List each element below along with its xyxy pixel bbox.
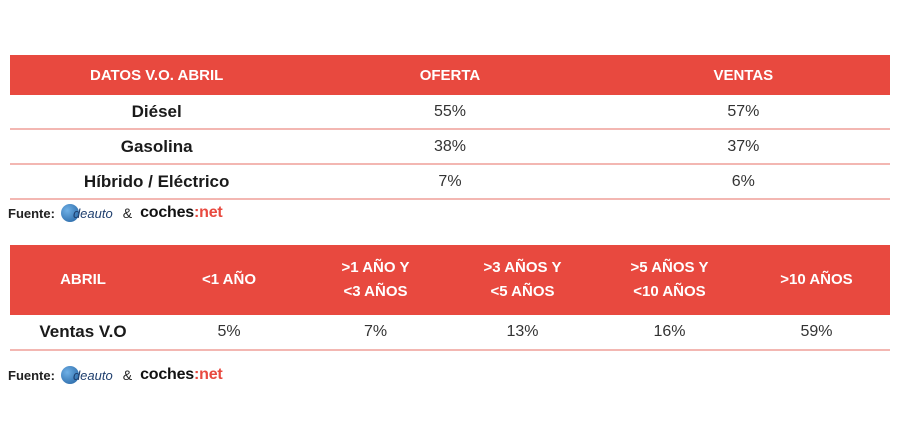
row-label: Diésel: [10, 95, 304, 130]
header-line: <5 AÑOS: [490, 283, 555, 300]
ventas-cell: 6%: [596, 164, 890, 200]
ideauto-logo-text: deauto: [72, 205, 113, 221]
table-row: Ventas V.O 5% 7% 13% 16% 59%: [10, 315, 890, 351]
header-line: >5 AÑOS Y: [630, 259, 709, 276]
ventas-cell: 37%: [596, 129, 890, 165]
row-label: Híbrido / Eléctrico: [10, 164, 304, 200]
table-row: Híbrido / Eléctrico 7% 6%: [10, 164, 890, 200]
oferta-cell: 7%: [303, 164, 597, 200]
row-label: Ventas V.O: [10, 315, 156, 351]
header-line: ABRIL: [60, 271, 106, 288]
col-header-gt10: >10 AÑOS: [743, 245, 890, 315]
row-label: Gasolina: [10, 129, 304, 165]
col-header-oferta: OFERTA: [303, 55, 597, 95]
source-credit: Fuente: deauto & coches:net: [8, 366, 223, 384]
col-header-3to5: >3 AÑOS Y <5 AÑOS: [449, 245, 596, 315]
cochesnet-logo: coches:net: [140, 366, 223, 384]
cochesnet-logo-part: coches: [140, 366, 195, 383]
col-header-lt1: <1 AÑO: [156, 245, 302, 315]
ideauto-globe-icon: [60, 204, 79, 222]
header-line: >1 AÑO Y: [341, 259, 410, 276]
vehicle-fuel-table: DATOS V.O. ABRIL OFERTA VENTAS Diésel 55…: [10, 55, 890, 200]
source-label: Fuente:: [8, 367, 55, 383]
table-header-row: DATOS V.O. ABRIL OFERTA VENTAS: [10, 55, 890, 95]
header-line: >10 AÑOS: [780, 271, 853, 288]
vehicle-age-table: ABRIL <1 AÑO >1 AÑO Y <3 AÑOS >3 AÑOS Y <5…: [10, 245, 890, 351]
value-cell: 16%: [596, 315, 743, 351]
col-header-ventas: VENTAS: [596, 55, 890, 95]
oferta-cell: 38%: [303, 129, 597, 165]
table-row: Diésel 55% 57%: [10, 95, 890, 130]
header-line: <1 AÑO: [201, 271, 257, 288]
ideauto-logo: deauto: [60, 204, 113, 222]
value-cell: 13%: [449, 315, 596, 351]
ventas-cell: 57%: [596, 95, 890, 130]
cochesnet-logo-sep: :: [194, 366, 200, 383]
source-label: Fuente:: [8, 205, 55, 221]
col-header-1to3: >1 AÑO Y <3 AÑOS: [302, 245, 449, 315]
value-cell: 59%: [743, 315, 890, 351]
value-cell: 7%: [302, 315, 449, 351]
cochesnet-logo-part: coches: [140, 204, 195, 221]
cochesnet-logo: coches:net: [140, 204, 223, 222]
cochesnet-logo-net: net: [199, 204, 223, 221]
header-line: <3 AÑOS: [343, 283, 408, 300]
source-ampersand: &: [122, 367, 133, 383]
table-header-row: ABRIL <1 AÑO >1 AÑO Y <3 AÑOS >3 AÑOS Y <5…: [10, 245, 890, 315]
oferta-cell: 55%: [303, 95, 597, 130]
ideauto-globe-icon: [60, 366, 79, 384]
ideauto-logo: deauto: [60, 366, 113, 384]
cochesnet-logo-net: net: [199, 366, 223, 383]
col-header-abril: ABRIL: [10, 245, 156, 315]
header-line: >3 AÑOS Y: [483, 259, 562, 276]
source-ampersand: &: [122, 205, 133, 221]
col-header-datos: DATOS V.O. ABRIL: [10, 55, 304, 95]
table-row: Gasolina 38% 37%: [10, 129, 890, 165]
value-cell: 5%: [156, 315, 302, 351]
source-credit: Fuente: deauto & coches:net: [8, 204, 223, 222]
ideauto-logo-text: deauto: [72, 367, 113, 383]
cochesnet-logo-sep: :: [194, 204, 200, 221]
header-line: <10 AÑOS: [633, 283, 706, 300]
col-header-5to10: >5 AÑOS Y <10 AÑOS: [596, 245, 743, 315]
